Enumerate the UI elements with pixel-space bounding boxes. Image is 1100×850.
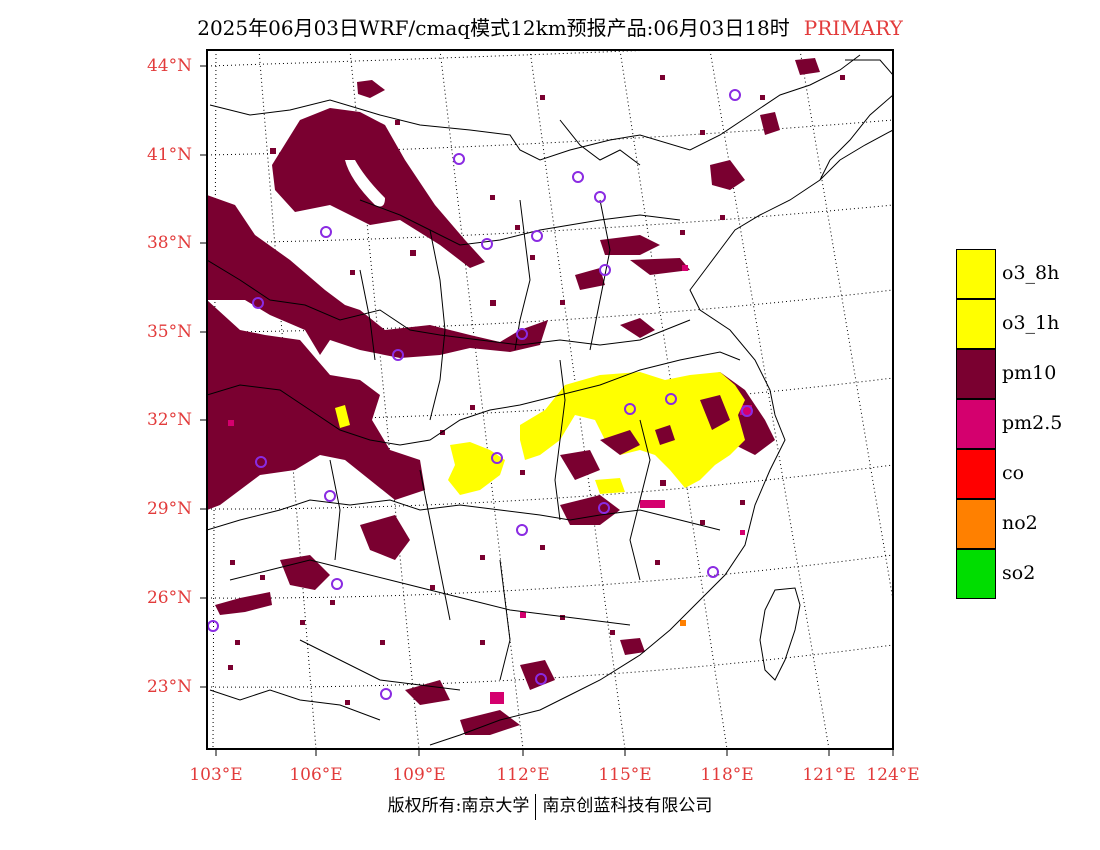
legend-item-o3-1h: o3_1h [956,299,1059,349]
legend-label-o3-1h: o3_1h [1002,312,1060,334]
lat-label-29: 29°N [146,499,192,519]
lon-label-118: 118°E [700,765,754,785]
title-main: 2025年06月03日WRF/cmaq模式12km预报产品:06月03日18时 [197,16,790,40]
city-markers [207,89,753,700]
legend-swatch-o3-8h [956,249,996,299]
legend-swatch-pm25 [956,399,996,449]
legend-swatch-no2 [956,499,996,549]
lat-label-32: 32°N [146,410,192,430]
lon-label-124: 124°E [866,765,920,785]
lat-label-41: 41°N [146,145,192,165]
legend-swatch-co [956,449,996,499]
legend-label-pm10: pm10 [1002,362,1057,384]
legend-swatch-o3-1h [956,299,996,349]
legend-label-so2: so2 [1002,562,1036,584]
copyright-footer: 版权所有:南京大学 南京创蓝科技有限公司 [0,791,1100,820]
legend-swatch-pm10 [956,349,996,399]
pm10-in-o3 [600,395,730,455]
boundaries [207,54,893,746]
plot-frame [206,49,894,750]
lat-label-26: 26°N [146,588,192,608]
lat-label-44: 44°N [146,56,192,76]
lat-label-38: 38°N [146,233,192,253]
copyright-left: 版权所有:南京大学 [387,796,530,816]
legend: o3_8h o3_1h pm10 pm2.5 co no2 so2 [956,249,1062,599]
legend-label-o3-8h: o3_8h [1002,262,1060,284]
legend-label-no2: no2 [1002,512,1038,534]
legend-label-co: co [1002,462,1025,484]
lat-label-35: 35°N [146,322,192,342]
legend-item-no2: no2 [956,499,1038,549]
legend-item-pm10: pm10 [956,349,1056,399]
legend-swatch-so2 [956,549,996,599]
copyright-right: 南京创蓝科技有限公司 [542,796,713,816]
taiwan-outline [759,587,801,681]
title-tag: PRIMARY [803,16,903,40]
map-title: 2025年06月03日WRF/cmaq模式12km预报产品:06月03日18时 P… [0,12,1100,41]
lon-label-103: 103°E [189,765,243,785]
legend-label-pm25: pm2.5 [1002,412,1063,434]
legend-item-co: co [956,449,1024,499]
lon-label-121: 121°E [802,765,856,785]
legend-item-so2: so2 [956,549,1035,599]
lon-label-115: 115°E [598,765,652,785]
o3-region [335,372,745,495]
legend-item-pm25: pm2.5 [956,399,1062,449]
pm10-specks [228,75,845,705]
lon-label-112: 112°E [496,765,550,785]
no2-speck [680,620,686,626]
axis-ticks [200,65,894,756]
footer-divider [535,793,537,820]
legend-item-o3-8h: o3_8h [956,249,1059,299]
lon-label-106: 106°E [289,765,343,785]
lon-label-109: 109°E [392,765,446,785]
lat-label-23: 23°N [146,677,192,697]
